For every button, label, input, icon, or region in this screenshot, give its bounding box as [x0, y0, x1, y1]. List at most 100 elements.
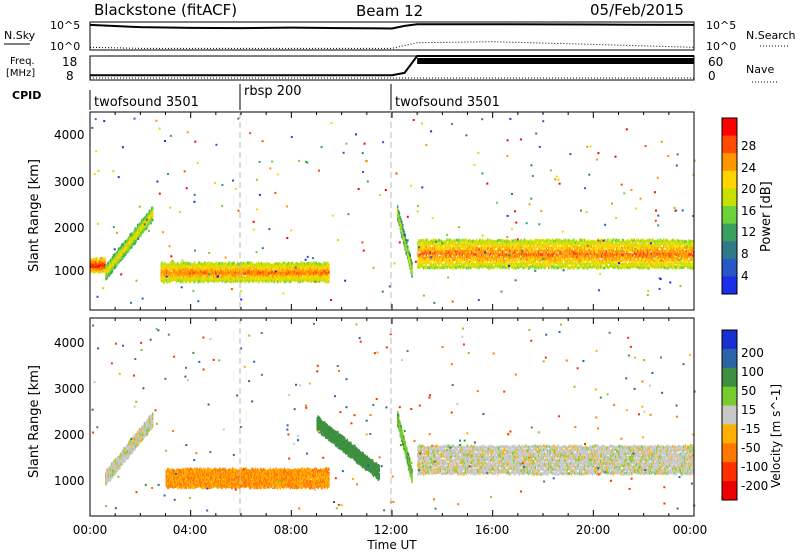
echo-cell: [425, 264, 427, 268]
echo-cell: [497, 265, 500, 269]
echo-cell: [304, 263, 307, 267]
echo-cell: [397, 216, 400, 220]
echo-cell: [226, 267, 229, 271]
echo-cell: [521, 250, 523, 254]
echo-cell: [407, 245, 409, 249]
echo-cell: [114, 252, 116, 256]
echo-cell: [429, 242, 432, 246]
echo-cell: [502, 255, 505, 259]
echo-cell: [488, 248, 490, 252]
echo-cell: [123, 244, 125, 248]
echo-cell: [225, 275, 228, 279]
echo-cell: [104, 269, 106, 273]
echo-cell: [194, 273, 197, 277]
echo-cell: [306, 271, 308, 275]
echo-cell: [181, 275, 183, 279]
echo-cell: [152, 216, 154, 219]
echo-cell: [529, 264, 531, 268]
echo-cell: [527, 257, 529, 261]
echo-cell: [449, 259, 452, 263]
echo-cell: [449, 258, 451, 262]
echo-cell: [470, 250, 473, 254]
echo-cell: [161, 261, 163, 265]
echo-cell: [519, 240, 521, 244]
echo-cell: [551, 242, 553, 246]
echo-cell: [177, 277, 179, 281]
echo-cell: [287, 268, 289, 272]
echo-cell: [486, 247, 488, 251]
echo-cell: [533, 250, 536, 254]
echo-cell: [427, 259, 429, 263]
echo-cell: [541, 249, 543, 253]
echo-cell: [327, 272, 329, 276]
echo-cell: [199, 280, 202, 283]
echo-cell: [272, 270, 274, 273]
echo-cell: [517, 253, 519, 257]
echo-cell: [406, 247, 408, 251]
echo-cell: [464, 256, 466, 260]
echo-cell: [199, 273, 202, 277]
echo-cell: [316, 263, 318, 267]
echo-cell: [131, 245, 133, 249]
echo-cell: [225, 272, 228, 276]
echo-cell: [470, 244, 473, 248]
echo-cell: [306, 266, 308, 270]
echo-cell: [142, 224, 145, 228]
echo-cell: [403, 236, 406, 240]
echo-cell: [222, 269, 224, 273]
echo-cell: [197, 270, 199, 273]
echo-cell: [253, 266, 255, 270]
echo-cell: [479, 255, 481, 259]
echo-cell: [178, 274, 181, 278]
echo-cell: [144, 221, 146, 225]
echo-cell: [462, 256, 464, 260]
echo-cell: [259, 268, 261, 272]
echo-cell: [489, 247, 491, 251]
echo-cell: [241, 266, 244, 269]
echo-cell: [304, 270, 307, 274]
echo-cell: [118, 253, 120, 257]
echo-cell: [422, 255, 424, 259]
echo-cell: [246, 261, 249, 265]
echo-cell: [243, 271, 245, 275]
echo-cell: [510, 263, 512, 267]
echo-cell: [164, 269, 167, 273]
echo-cell: [497, 256, 500, 259]
echo-cell: [302, 263, 304, 266]
echo-cell: [440, 265, 443, 269]
echo-cell: [293, 272, 296, 275]
echo-cell: [449, 241, 452, 245]
echo-cell: [298, 278, 301, 282]
echo-cell: [449, 239, 452, 243]
echo-cell: [115, 256, 117, 260]
echo-cell: [426, 256, 428, 259]
echo-cell: [439, 259, 442, 263]
echo-cell: [422, 240, 424, 244]
echo-cell: [398, 216, 401, 220]
echo-cell: [549, 259, 552, 263]
echo-cell: [168, 263, 170, 267]
echo-cell: [150, 219, 152, 223]
echo-cell: [161, 274, 163, 278]
echo-cell: [223, 274, 225, 278]
echo-cell: [310, 263, 312, 267]
echo-cell: [264, 263, 266, 267]
echo-cell: [105, 277, 107, 281]
echo-cell: [218, 273, 220, 277]
echo-cell: [420, 246, 422, 249]
echo-cell: [506, 253, 508, 257]
echo-cell: [137, 234, 140, 238]
echo-cell: [268, 277, 271, 281]
echo-cell: [453, 239, 455, 243]
echo-cell: [439, 242, 441, 246]
echo-cell: [514, 246, 516, 250]
echo-cell: [220, 266, 223, 269]
echo-cell: [277, 274, 279, 278]
echo-cell: [453, 242, 455, 246]
echo-cell: [446, 244, 448, 248]
echo-cell: [189, 277, 192, 281]
echo-cell: [100, 261, 102, 264]
echo-cell: [464, 249, 466, 253]
echo-cell: [531, 261, 533, 265]
echo-cell: [417, 244, 419, 248]
